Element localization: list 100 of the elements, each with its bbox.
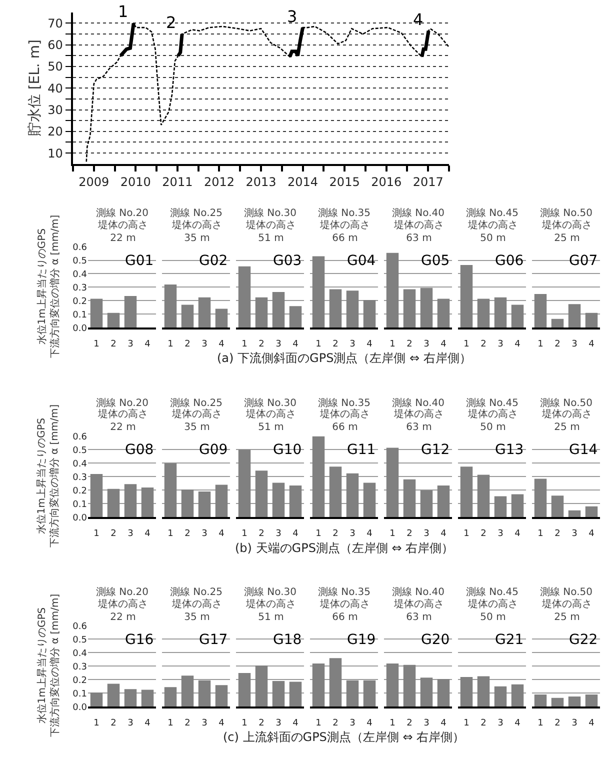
y-tick-label: 60	[48, 38, 63, 52]
x-tick-label: 2	[258, 339, 264, 350]
x-tick-label: 3	[424, 528, 430, 539]
x-tick-label: 2	[110, 528, 116, 539]
bar	[477, 298, 490, 328]
x-tick-label: 4	[366, 718, 373, 728]
x-tick-label: 2009	[78, 175, 110, 190]
x-tick-label: 3	[276, 718, 282, 728]
bar	[346, 290, 359, 328]
chart-subtitle: 堤体の高さ 63 m	[393, 408, 444, 433]
bar	[289, 485, 302, 518]
bar	[568, 304, 581, 328]
y-axis-title: 貯水位 [EL. m]	[26, 40, 43, 136]
bar	[198, 297, 211, 328]
bar	[494, 496, 507, 518]
x-tick-label: 4	[144, 528, 151, 539]
chart-title: 測線 No.35	[318, 207, 371, 219]
x-tick-label: 2	[110, 718, 116, 728]
x-tick-label: 3	[498, 718, 504, 728]
y-tick-label: 0.2	[72, 676, 87, 686]
bar	[568, 510, 581, 518]
x-tick-label: 1	[168, 718, 174, 728]
bar	[238, 450, 251, 518]
bar	[551, 496, 564, 518]
chart-title: 測線 No.35	[318, 586, 371, 598]
chart-title: 測線 No.50	[540, 586, 593, 598]
bar	[403, 479, 416, 518]
y-tick-label: 70	[48, 16, 63, 30]
bar	[164, 463, 177, 518]
x-tick-label: 2	[110, 339, 116, 350]
x-tick-label: 3	[128, 718, 134, 728]
x-tick-label: 4	[514, 339, 521, 350]
chart-title: 測線 No.50	[540, 397, 593, 409]
chart-subtitle: 堤体の高さ 66 m	[319, 408, 370, 433]
y-tick-label: 0.3	[72, 283, 87, 294]
bar	[420, 678, 433, 707]
bar	[124, 484, 137, 518]
x-tick-label: 2	[554, 339, 560, 350]
x-tick-label: 1	[94, 339, 100, 350]
bar	[363, 300, 376, 328]
annotation: G06	[495, 253, 524, 269]
x-tick-label: 1	[538, 718, 544, 728]
chart-subtitle: 堤体の高さ 22 m	[97, 408, 148, 433]
bar	[255, 666, 268, 707]
y-tick-label: 10	[48, 146, 63, 160]
x-tick-label: 3	[276, 528, 282, 539]
bar	[289, 306, 302, 328]
chart-subtitle: 堤体の高さ 50 m	[467, 598, 518, 623]
x-tick-label: 2014	[288, 175, 318, 190]
x-tick-label: 3	[202, 339, 208, 350]
x-tick-label: 1	[316, 718, 322, 728]
bar	[437, 679, 450, 707]
chart-subtitle: 堤体の高さ 63 m	[393, 219, 444, 244]
bar	[198, 680, 211, 707]
x-tick-label: 2	[406, 718, 412, 728]
bar	[386, 252, 399, 328]
bar	[141, 690, 154, 707]
annotation: G13	[495, 442, 524, 458]
x-tick-label: 2011	[162, 175, 193, 190]
x-tick-label: 2012	[204, 175, 234, 190]
x-tick-label: 1	[464, 718, 470, 728]
bar	[420, 288, 433, 328]
annotation: G08	[125, 442, 154, 458]
y-tick-label: 0.1	[72, 689, 87, 700]
annotation: G09	[199, 442, 228, 458]
x-tick-label: 3	[424, 339, 430, 350]
x-tick-label: 2	[184, 528, 190, 539]
bar	[215, 484, 228, 518]
x-tick-label: 3	[498, 339, 504, 350]
x-tick-label: 3	[202, 528, 208, 539]
bar	[585, 312, 598, 328]
y-tick-label: 0.5	[72, 256, 87, 266]
bar	[272, 482, 285, 518]
y-tick-label: 0.2	[72, 486, 87, 496]
y-tick-label: 0.3	[72, 472, 87, 483]
chart-title: 測線 No.40	[392, 397, 445, 409]
x-tick-label: 4	[292, 528, 299, 539]
x-tick-label: 4	[218, 528, 225, 539]
bar	[386, 448, 399, 518]
x-tick-label: 4	[440, 528, 447, 539]
bar	[511, 494, 524, 518]
chart-subtitle: 堤体の高さ 51 m	[245, 598, 296, 623]
x-tick-label: 3	[572, 339, 578, 350]
bar	[238, 672, 251, 707]
y-tick-label: 0.1	[72, 500, 87, 510]
annotation: G04	[347, 253, 376, 269]
annotation: G22	[569, 632, 598, 648]
bar	[90, 474, 103, 518]
bar	[238, 266, 251, 328]
x-tick-label: 3	[572, 528, 578, 539]
x-tick-label: 2	[406, 528, 412, 539]
y-axis-title: 水位1m上昇当たりのGPS 下流方向変位の増分 α [mm/m]	[35, 404, 60, 548]
annotation: G16	[125, 632, 154, 648]
chart-title: 測線 No.20	[96, 207, 149, 219]
bar	[494, 297, 507, 328]
x-tick-label: 3	[572, 718, 578, 728]
x-tick-label: 1	[242, 339, 248, 350]
annotation: 4	[413, 10, 424, 29]
annotation: 1	[118, 2, 128, 21]
bar	[312, 436, 325, 518]
